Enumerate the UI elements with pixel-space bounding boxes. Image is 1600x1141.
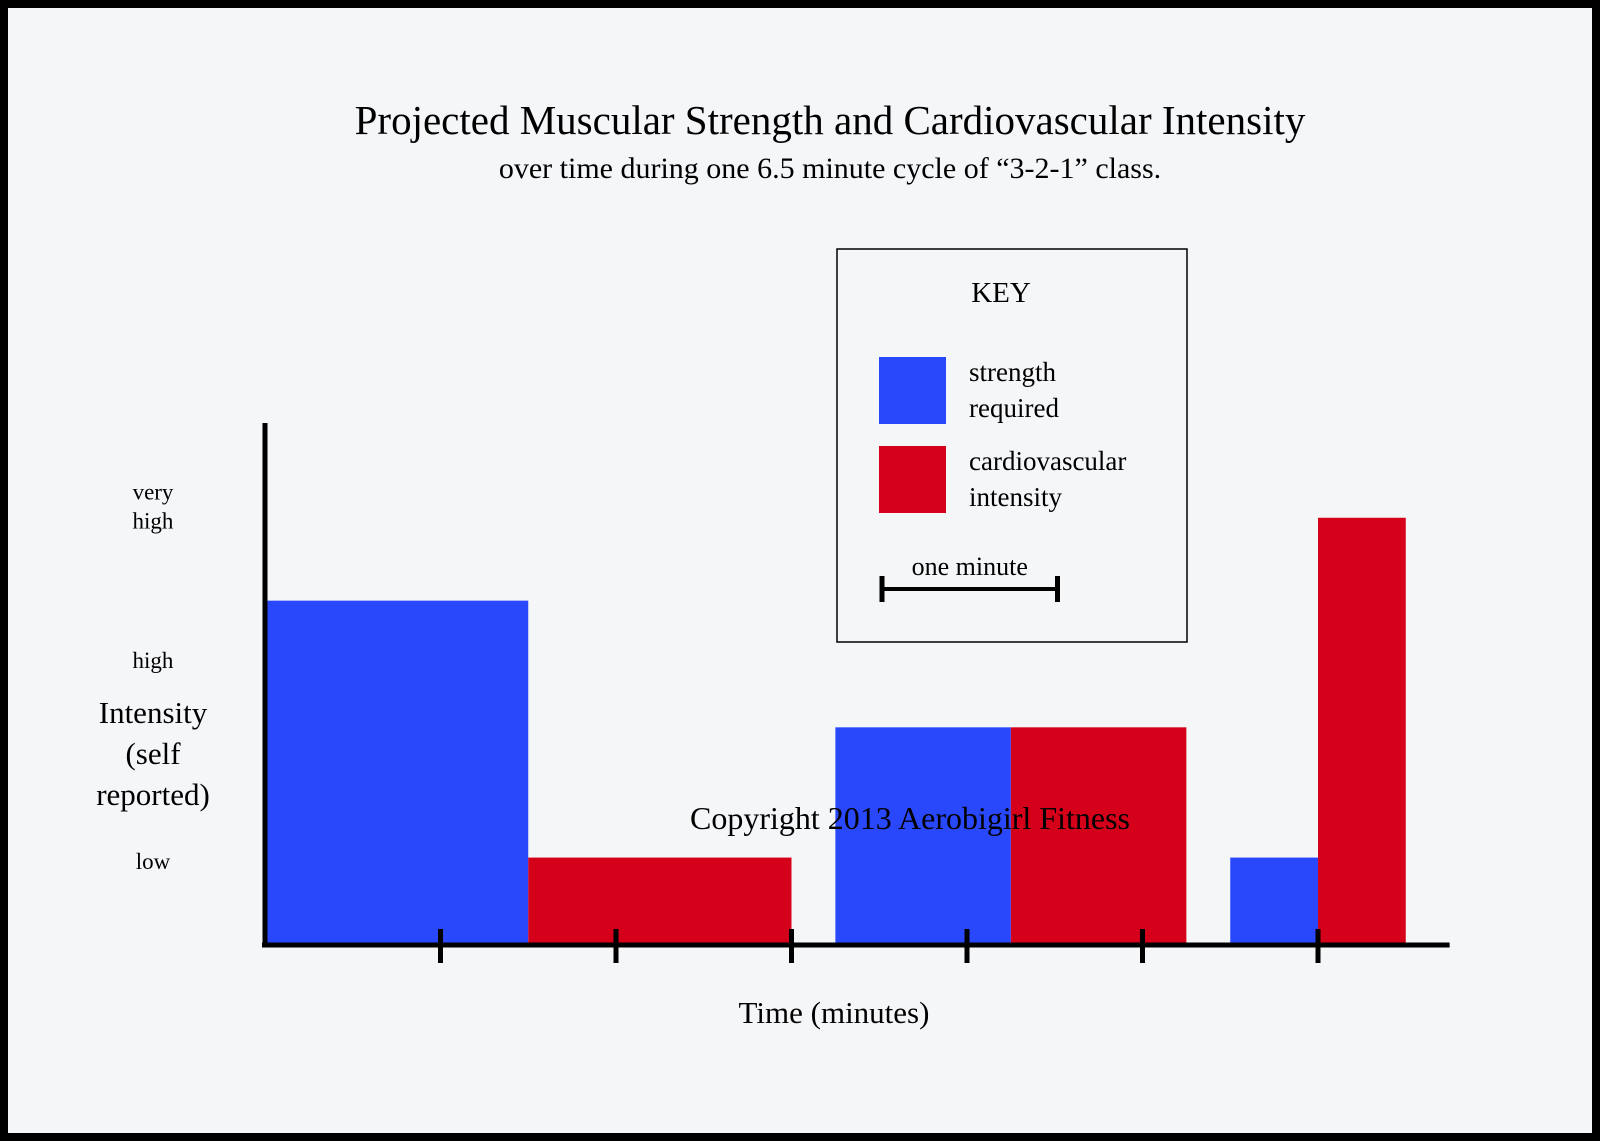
- legend-label-strength-line-1: strength: [969, 357, 1056, 387]
- cardio-bar-6: [1318, 517, 1406, 944]
- y-level-label-1-line-1: very: [133, 479, 174, 504]
- strength-bar-1: [265, 600, 529, 944]
- chart-frame: Projected Muscular Strength and Cardiova…: [8, 8, 1592, 1133]
- y-level-label-2: high: [133, 648, 174, 673]
- legend-label-strength-line-2: required: [969, 393, 1059, 423]
- y-axis-label-line-3: reported): [96, 777, 210, 812]
- legend-swatch-strength: [879, 357, 946, 424]
- y-axis-label-line-1: Intensity: [99, 695, 208, 730]
- cardio-bar-4: [1010, 727, 1187, 944]
- legend-label-cardiovascular-line-2: intensity: [969, 482, 1062, 512]
- intensity-chart: Projected Muscular Strength and Cardiova…: [96, 97, 1450, 1030]
- cardio-bar-2: [528, 857, 792, 944]
- copyright-watermark: Copyright 2013 Aerobigirl Fitness: [690, 800, 1130, 836]
- chart-title: Projected Muscular Strength and Cardiova…: [355, 97, 1306, 143]
- y-level-label-3: low: [136, 849, 171, 874]
- legend-swatch-cardiovascular: [879, 446, 946, 513]
- strength-bar-3: [835, 727, 1011, 944]
- legend-label-cardiovascular-line-1: cardiovascular: [969, 446, 1126, 476]
- legend-box: [836, 248, 1188, 643]
- legend-title: KEY: [971, 277, 1031, 309]
- y-axis-label-line-2: (self: [125, 736, 181, 771]
- y-level-label-1-line-2: high: [133, 508, 174, 533]
- x-axis-label: Time (minutes): [739, 995, 930, 1030]
- strength-bar-5: [1230, 857, 1318, 944]
- chart-subtitle: over time during one 6.5 minute cycle of…: [499, 152, 1161, 185]
- scale-bar-label: one minute: [912, 552, 1028, 581]
